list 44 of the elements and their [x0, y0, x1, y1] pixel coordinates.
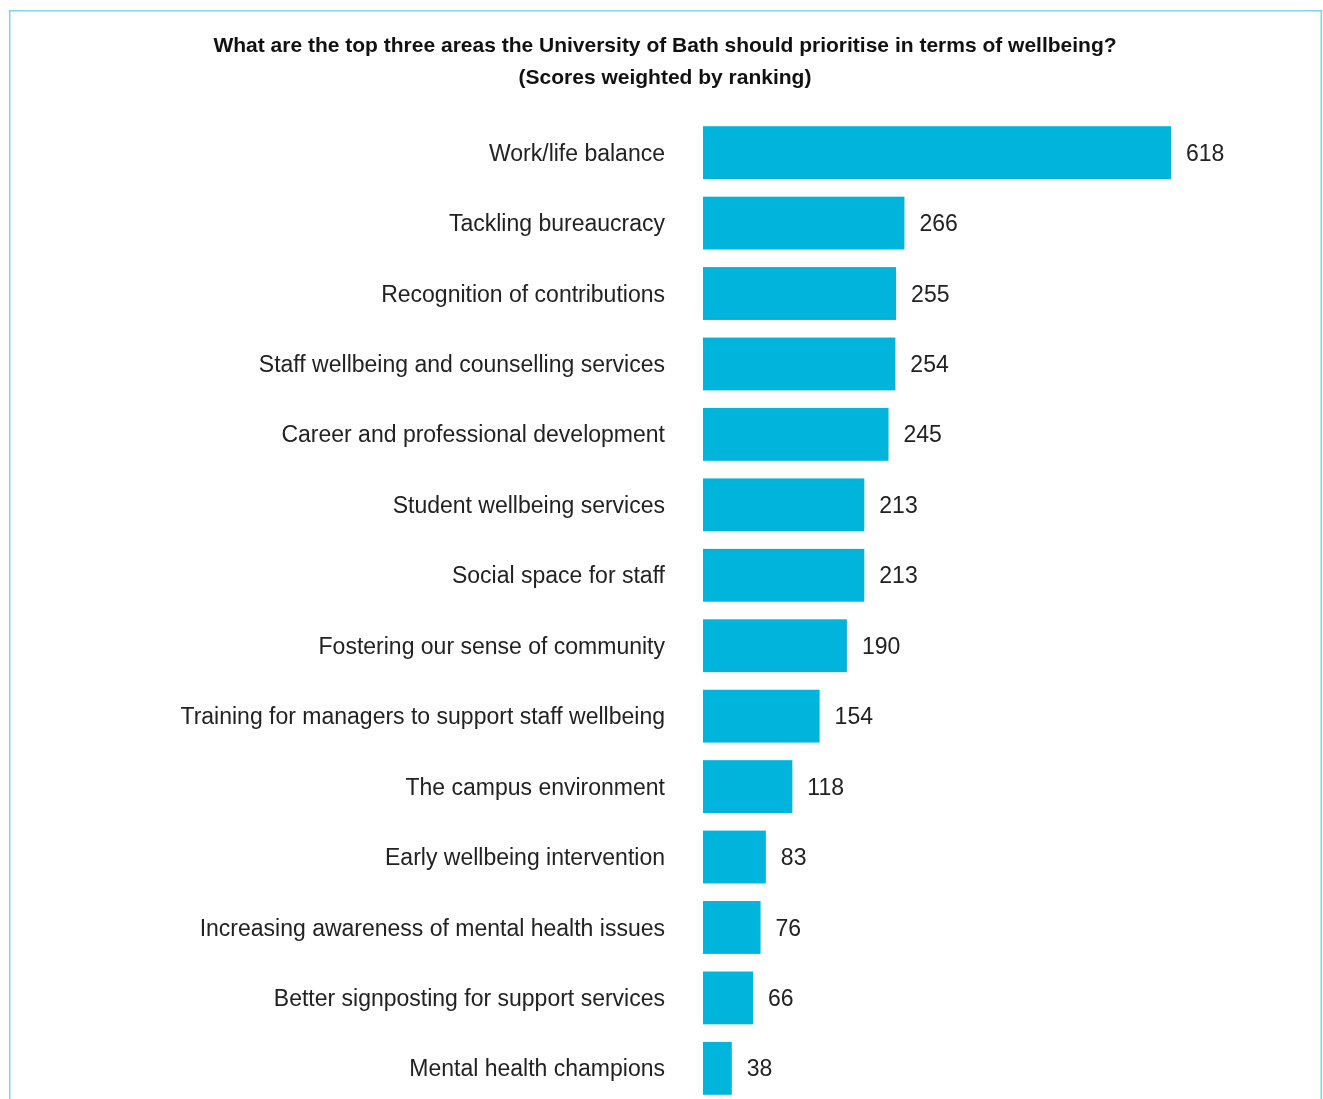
bar	[703, 1041, 732, 1095]
y-tick-label: Work/life balance	[489, 139, 665, 166]
data-label: 38	[746, 1055, 773, 1082]
bar	[703, 337, 896, 391]
y-tick-label: Better signposting for support services	[273, 984, 665, 1011]
data-label: 83	[780, 844, 807, 871]
bar	[703, 901, 761, 954]
data-label: 213	[879, 491, 918, 518]
bar	[703, 478, 865, 532]
bar	[703, 619, 847, 673]
y-tick-label: Social space for staff	[451, 562, 666, 589]
y-tick-label: Tackling bureaucracy	[448, 210, 666, 237]
y-tick-label: Student wellbeing services	[392, 491, 665, 518]
y-tick-label: The campus environment	[405, 773, 666, 800]
bar	[703, 971, 753, 1025]
data-label: 213	[879, 562, 918, 589]
data-label: 190	[861, 632, 901, 659]
data-label: 76	[775, 914, 802, 941]
bar	[703, 196, 905, 250]
data-label: 618	[1186, 139, 1225, 166]
data-label: 255	[911, 280, 950, 307]
y-tick-label: Training for managers to support staff wellbeing	[180, 703, 665, 730]
data-label: 154	[834, 703, 874, 730]
bar	[703, 689, 820, 743]
data-label: 245	[903, 421, 942, 448]
data-label: 66	[767, 984, 794, 1011]
y-tick-label: Mental health champions	[409, 1055, 665, 1082]
bar	[703, 407, 889, 461]
data-label: 118	[807, 773, 845, 800]
chart-title: What are the top three areas the University of Bath should prioritise in terms of wellbeing?	[213, 33, 1117, 56]
y-tick-label: Recognition of contributions	[381, 280, 665, 307]
data-label: 254	[910, 351, 949, 378]
y-tick-label: Fostering our sense of community	[318, 632, 666, 659]
bar	[703, 126, 1171, 180]
bar	[703, 830, 766, 884]
y-tick-label: Staff wellbeing and counselling services	[258, 351, 665, 378]
y-tick-label: Career and professional development	[281, 421, 666, 448]
bar	[703, 267, 897, 320]
bar	[703, 548, 865, 602]
y-tick-label: Early wellbeing intervention	[385, 844, 665, 871]
y-tick-label: Increasing awareness of mental health issues	[199, 914, 665, 941]
chart-subtitle: (Scores weighted by ranking)	[518, 65, 812, 88]
data-label: 266	[919, 210, 958, 237]
bar	[703, 760, 793, 814]
